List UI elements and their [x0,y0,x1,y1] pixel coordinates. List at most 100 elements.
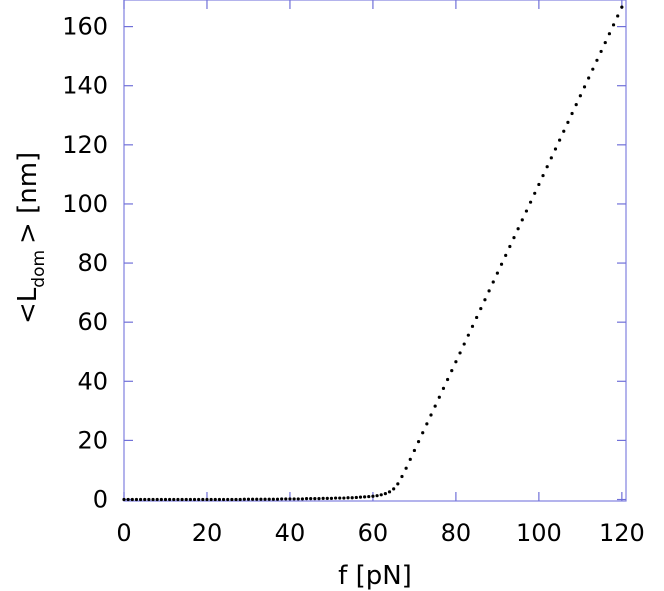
y-axis-label-suffix: > [nm] [13,152,43,244]
data-point [296,497,300,501]
data-point [263,497,267,501]
data-point [512,236,516,240]
data-point [234,497,238,502]
data-point [176,497,180,502]
data-point [400,474,404,479]
data-point [582,85,587,89]
data-point [441,386,446,390]
data-point [591,67,595,71]
data-point [346,496,350,500]
data-point [309,497,313,501]
data-point [416,439,421,444]
data-point [213,497,217,502]
data-point [607,32,612,36]
data-point [425,422,429,426]
data-point [458,351,462,355]
y-axis-label: <Ldom > [nm] [13,152,49,324]
data-point [620,5,624,9]
data-point [462,342,466,346]
data-point [495,271,499,275]
data-point [603,40,607,45]
data-point [205,497,209,502]
data-point [209,497,213,502]
data-point [122,497,126,502]
y-tick-label: 80 [77,249,108,277]
data-point [558,138,562,142]
data-point [587,76,591,80]
x-tick-label: 80 [441,519,472,547]
x-tick-label: 0 [116,519,131,547]
data-point [255,497,259,501]
data-point [130,497,134,502]
data-point [545,165,549,169]
data-point [541,173,545,178]
data-point [379,493,383,497]
axis-ticks [123,0,626,501]
data-point [300,497,304,501]
y-tick-label: 60 [77,308,108,336]
data-point [159,497,163,502]
data-points [122,5,624,502]
data-point [371,494,375,498]
data-point [499,262,504,266]
data-point [188,497,192,502]
x-tick-label: 40 [275,519,306,547]
data-point [487,289,491,293]
data-point [221,497,226,502]
data-point [537,182,541,187]
data-point [375,494,379,498]
tick-labels: 0 20 40 60 80 100 120 0 20 40 60 80 100 120 140 160 [62,13,645,547]
data-point [168,497,172,502]
y-tick-label: 0 [93,486,108,514]
data-point [184,497,188,502]
data-point [616,14,620,18]
data-point [387,490,392,494]
data-point [280,497,284,501]
data-point [408,457,412,461]
data-point [516,227,520,231]
data-point [338,496,342,500]
data-point [578,94,582,98]
data-point [172,497,176,502]
data-point [251,497,255,501]
data-point [553,147,558,151]
data-point [329,496,334,500]
data-point [454,360,458,364]
data-point [562,129,566,133]
y-tick-label: 140 [62,72,108,100]
data-point [230,497,234,502]
data-point [508,244,512,249]
data-point [421,431,425,435]
x-tick-label: 20 [192,519,223,547]
data-point [267,497,271,501]
data-point [599,49,603,54]
data-point [528,200,533,204]
y-tick-label: 100 [62,190,108,218]
data-point [333,496,338,500]
data-point [138,497,143,502]
data-point [396,482,400,486]
data-point [197,497,201,502]
data-point [446,377,450,382]
data-point [147,497,151,502]
data-point [358,495,363,499]
y-axis-label-subscript: dom [29,250,49,288]
data-point [271,497,275,501]
data-point [433,404,437,408]
data-point [479,306,483,311]
data-point [383,492,387,496]
data-point [242,497,246,501]
data-point [470,324,475,328]
data-point [412,448,417,453]
data-point [363,495,367,499]
data-point [201,497,205,502]
y-axis-label-prefix: <L [13,287,43,324]
data-point [437,395,441,399]
data-point [342,496,346,500]
x-tick-label: 100 [516,519,562,547]
data-point [354,495,358,500]
data-point [155,497,159,502]
data-point [611,23,616,27]
data-point [292,497,296,501]
